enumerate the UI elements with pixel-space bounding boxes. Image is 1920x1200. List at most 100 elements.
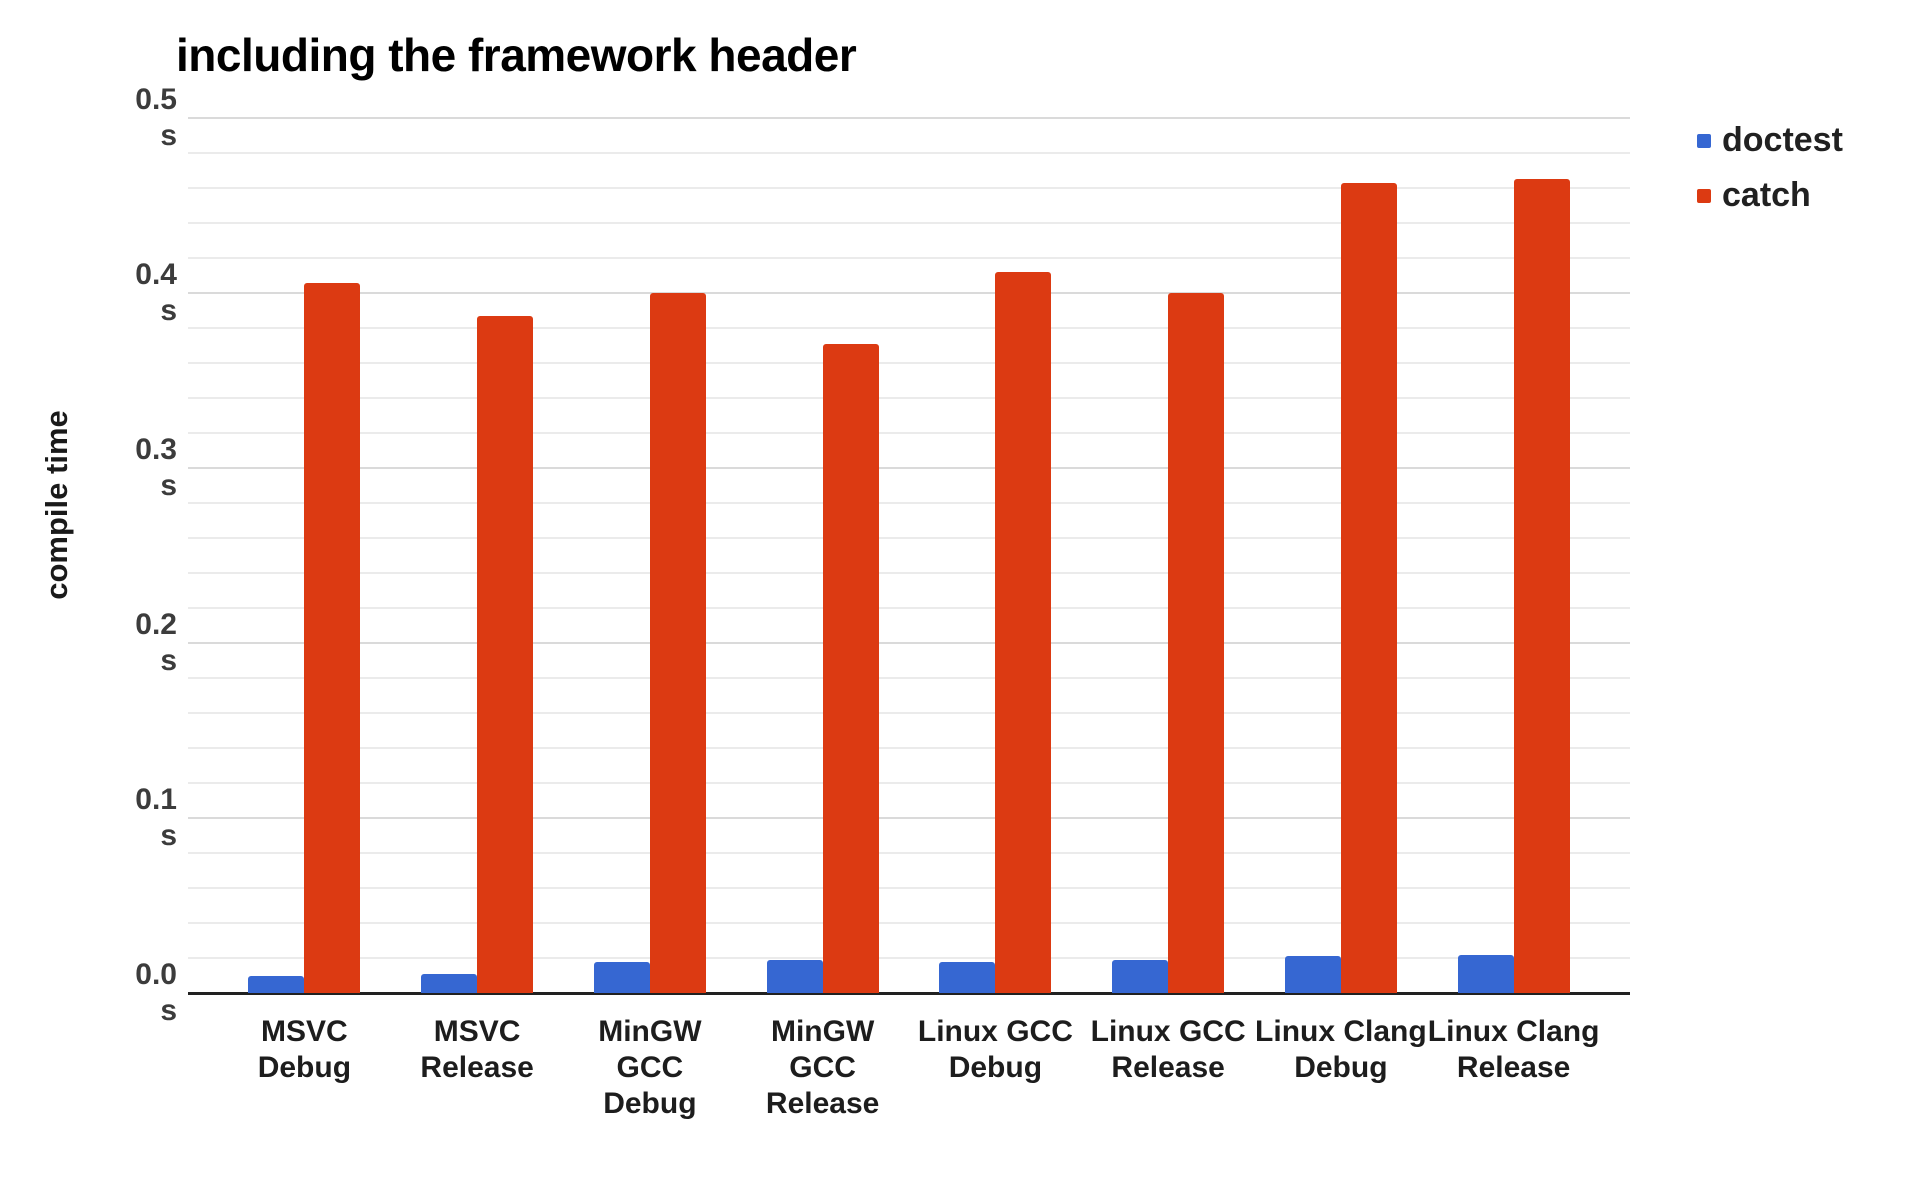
- y-tick-label-0-1: 0.1 s: [47, 782, 177, 854]
- bar-doctest-linux-clang-release: [1457, 954, 1514, 993]
- gridline-minor: [188, 852, 1630, 854]
- legend-item-catch: catch: [1697, 168, 1843, 223]
- gridline-minor: [188, 607, 1630, 609]
- x-axis-label-msvc-release: MSVC Release: [391, 1014, 564, 1122]
- x-axis-label-linux-gcc-release: Linux GCC Release: [1082, 1014, 1255, 1122]
- gridline-minor: [188, 152, 1630, 154]
- x-label-line1: MSVC: [433, 1015, 521, 1048]
- bar-group-mingw-gcc-release: [736, 118, 909, 993]
- gridline-minor: [188, 747, 1630, 749]
- x-label-line2: Debug: [948, 1051, 1043, 1084]
- y-tick-label-0-4: 0.4 s: [47, 257, 177, 329]
- bar-doctest-mingw-gcc-debug: [593, 961, 650, 993]
- y-tick-unit: s: [160, 294, 177, 327]
- x-label-line1: Linux Clang: [1427, 1015, 1600, 1048]
- bar-catch-msvc-debug: [304, 282, 361, 993]
- bars-area: [188, 118, 1630, 993]
- x-axis-label-mingw-gcc-release: MinGW GCC Release: [736, 1014, 909, 1122]
- bar-doctest-linux-gcc-debug: [939, 961, 996, 993]
- chart-title: including the framework header: [176, 29, 857, 81]
- x-label-line2: Debug: [257, 1051, 352, 1084]
- y-tick-unit: s: [160, 644, 177, 677]
- legend-label-doctest: doctest: [1722, 121, 1843, 159]
- gridline-major: [188, 642, 1630, 644]
- x-label-line2: Release: [1456, 1051, 1571, 1084]
- y-tick-value: 0.1: [135, 783, 177, 816]
- x-label-line2: Debug: [1294, 1051, 1388, 1084]
- legend: doctest catch: [1697, 113, 1843, 223]
- bar-group-mingw-gcc-debug: [564, 118, 737, 993]
- bar-catch-linux-gcc-debug: [995, 272, 1052, 993]
- x-label-line1: Linux Clang: [1255, 1015, 1427, 1048]
- x-axis-label-msvc-debug: MSVC Debug: [218, 1014, 391, 1122]
- bar-doctest-linux-gcc-release: [1112, 959, 1169, 993]
- y-tick-unit: s: [160, 469, 177, 502]
- gridline-minor: [188, 327, 1630, 329]
- x-axis-label-linux-clang-release: Linux Clang Release: [1427, 1014, 1600, 1122]
- x-label-line2: Release: [420, 1051, 534, 1084]
- bar-doctest-linux-clang-debug: [1284, 956, 1341, 993]
- legend-swatch-doctest: [1697, 133, 1711, 148]
- bar-catch-mingw-gcc-release: [822, 343, 879, 993]
- gridline-minor: [188, 362, 1630, 364]
- x-axis-labels: MSVC Debug MSVC Release MinGW GCC Debug MinGW …: [188, 1014, 1630, 1122]
- gridline-minor: [188, 397, 1630, 399]
- bar-doctest-msvc-release: [421, 973, 478, 993]
- bar-group-msvc-release: [391, 118, 564, 993]
- y-tick-label-0-5: 0.5 s: [47, 82, 177, 154]
- x-label-line1: MinGW GCC: [598, 1015, 702, 1084]
- bar-catch-msvc-release: [477, 315, 534, 993]
- gridline-minor: [188, 432, 1630, 434]
- legend-item-doctest: doctest: [1697, 113, 1843, 168]
- bar-catch-linux-gcc-release: [1168, 293, 1225, 993]
- gridline-minor: [188, 922, 1630, 924]
- gridline-major: [188, 467, 1630, 469]
- bar-catch-linux-clang-release: [1513, 179, 1570, 993]
- x-axis-baseline: [188, 992, 1630, 995]
- x-label-line2: Release: [1111, 1051, 1225, 1084]
- x-axis-label-linux-clang-debug: Linux Clang Debug: [1255, 1014, 1428, 1122]
- y-tick-value: 0.0: [135, 958, 177, 991]
- gridline-minor: [188, 257, 1630, 259]
- plot-area: [188, 117, 1630, 995]
- bar-doctest-mingw-gcc-release: [766, 959, 823, 993]
- y-tick-unit: s: [160, 994, 177, 1027]
- y-tick-value: 0.4: [135, 258, 177, 291]
- x-label-line2: Debug: [603, 1087, 697, 1120]
- x-label-line1: Linux GCC: [917, 1015, 1073, 1048]
- legend-swatch-catch: [1697, 188, 1711, 203]
- bar-group-linux-clang-release: [1427, 118, 1600, 993]
- y-tick-label-0-3: 0.3 s: [47, 432, 177, 504]
- bar-group-linux-gcc-debug: [909, 118, 1082, 993]
- gridline-minor: [188, 957, 1630, 959]
- gridline-minor: [188, 572, 1630, 574]
- legend-label-catch: catch: [1722, 176, 1811, 214]
- y-tick-unit: s: [160, 119, 177, 152]
- x-label-line1: Linux GCC: [1090, 1015, 1246, 1048]
- gridline-minor: [188, 222, 1630, 224]
- x-axis-label-linux-gcc-debug: Linux GCC Debug: [909, 1014, 1082, 1122]
- gridline-minor: [188, 187, 1630, 189]
- y-tick-value: 0.3: [135, 433, 177, 466]
- x-axis-label-mingw-gcc-debug: MinGW GCC Debug: [564, 1014, 737, 1122]
- y-tick-unit: s: [160, 819, 177, 852]
- bar-doctest-msvc-debug: [248, 975, 305, 993]
- gridline-minor: [188, 502, 1630, 504]
- bar-group-linux-clang-debug: [1255, 118, 1428, 993]
- x-label-line1: MSVC: [261, 1015, 348, 1048]
- bar-group-msvc-debug: [218, 118, 391, 993]
- gridline-minor: [188, 537, 1630, 539]
- gridline-major: [188, 117, 1630, 119]
- y-tick-value: 0.5: [135, 83, 177, 116]
- y-tick-label-0-2: 0.2 s: [47, 607, 177, 679]
- bar-catch-linux-clang-debug: [1340, 182, 1397, 993]
- x-label-line1: MinGW GCC: [770, 1015, 875, 1084]
- gridline-minor: [188, 887, 1630, 889]
- gridline-minor: [188, 712, 1630, 714]
- gridline-minor: [188, 782, 1630, 784]
- gridline-major: [188, 817, 1630, 819]
- x-label-line2: Release: [765, 1087, 880, 1120]
- bar-group-linux-gcc-release: [1082, 118, 1255, 993]
- gridline-major: [188, 292, 1630, 294]
